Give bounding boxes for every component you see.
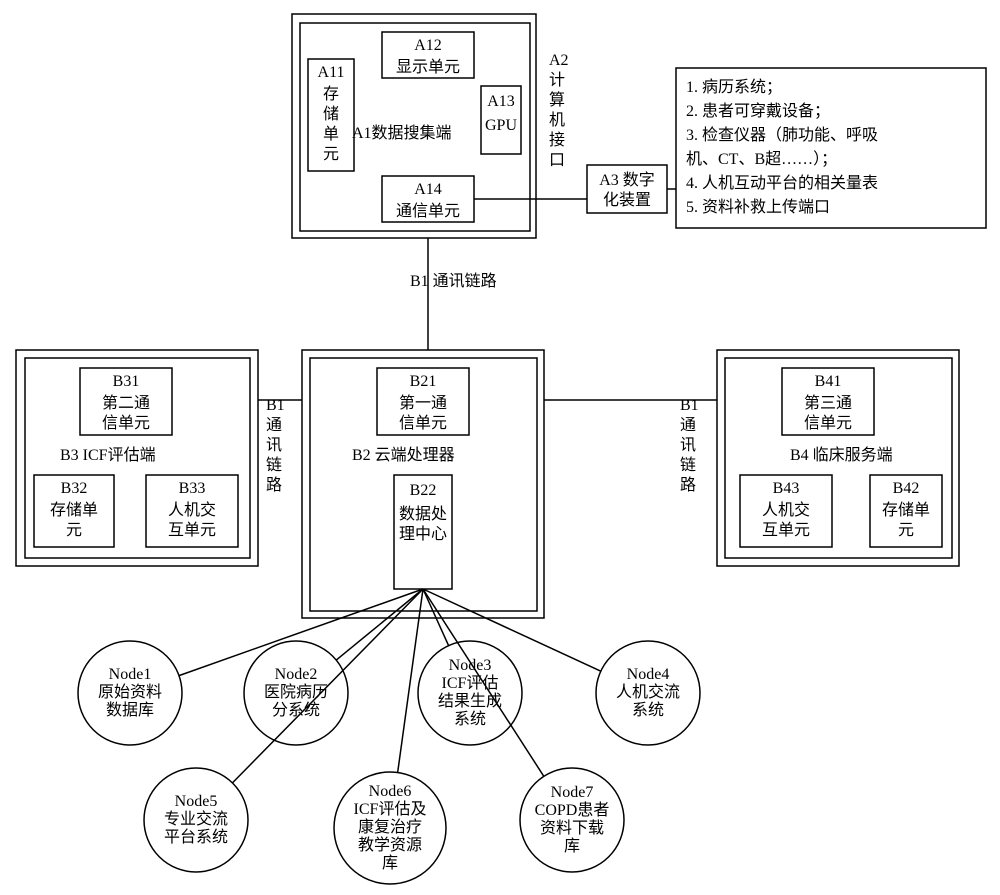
- svg-text:理中心: 理中心: [399, 525, 447, 543]
- svg-text:B22: B22: [410, 482, 437, 499]
- svg-text:B1 通讯链路: B1 通讯链路: [410, 272, 497, 290]
- svg-text:讯: 讯: [680, 436, 696, 454]
- svg-text:Node3: Node3: [449, 657, 492, 674]
- svg-text:ICF评估及: ICF评估及: [354, 800, 427, 818]
- svg-text:口: 口: [549, 152, 565, 169]
- svg-text:A12: A12: [414, 37, 442, 54]
- svg-text:Node2: Node2: [275, 666, 318, 683]
- svg-text:系统: 系统: [632, 701, 664, 719]
- svg-text:信单元: 信单元: [102, 414, 150, 432]
- svg-text:人机交: 人机交: [168, 501, 216, 519]
- svg-text:B43: B43: [773, 480, 800, 497]
- svg-text:存: 存: [323, 85, 339, 103]
- svg-text:GPU: GPU: [485, 117, 517, 134]
- svg-text:链: 链: [680, 456, 696, 474]
- svg-text:系统: 系统: [454, 710, 486, 728]
- svg-text:接: 接: [549, 131, 565, 149]
- svg-text:化装置: 化装置: [603, 191, 651, 209]
- svg-text:原始资料: 原始资料: [98, 683, 162, 701]
- svg-text:ICF评估: ICF评估: [442, 674, 499, 692]
- svg-text:通: 通: [680, 416, 696, 434]
- svg-text:互单元: 互单元: [168, 521, 216, 539]
- svg-text:元: 元: [323, 146, 339, 163]
- svg-text:Node5: Node5: [175, 793, 218, 810]
- svg-text:元: 元: [66, 522, 82, 539]
- svg-text:B2 云端处理器: B2 云端处理器: [352, 446, 455, 464]
- svg-text:Node1: Node1: [109, 666, 152, 683]
- svg-text:Node6: Node6: [369, 783, 412, 800]
- svg-text:库: 库: [382, 854, 398, 872]
- svg-text:A14: A14: [414, 181, 442, 198]
- svg-text:B41: B41: [815, 373, 842, 390]
- svg-text:4. 人机互动平台的相关量表: 4. 人机互动平台的相关量表: [686, 174, 878, 192]
- svg-text:储: 储: [323, 105, 339, 123]
- svg-text:算: 算: [549, 90, 565, 109]
- svg-text:互单元: 互单元: [762, 521, 810, 539]
- svg-text:显示单元: 显示单元: [396, 58, 460, 76]
- svg-text:元: 元: [898, 522, 914, 539]
- svg-text:路: 路: [680, 476, 696, 494]
- svg-text:A1数据搜集端: A1数据搜集端: [352, 124, 452, 142]
- svg-text:库: 库: [564, 837, 580, 855]
- svg-text:机、CT、B超……）；: 机、CT、B超……）；: [686, 150, 837, 168]
- svg-text:B42: B42: [893, 480, 920, 497]
- svg-text:3. 检查仪器（肺功能、呼吸: 3. 检查仪器（肺功能、呼吸: [686, 126, 878, 144]
- system-diagram: A1数据搜集端A11存储单元A12显示单元A13GPUA14通信单元A2计算机接…: [0, 0, 1000, 895]
- svg-text:B21: B21: [410, 373, 437, 390]
- svg-text:单: 单: [323, 125, 339, 143]
- svg-text:结果生成: 结果生成: [438, 692, 502, 710]
- svg-text:B33: B33: [179, 480, 206, 497]
- svg-text:A11: A11: [318, 64, 345, 81]
- svg-text:路: 路: [266, 476, 282, 494]
- svg-text:平台系统: 平台系统: [164, 828, 228, 846]
- svg-text:第二通: 第二通: [102, 394, 150, 412]
- svg-text:通: 通: [266, 416, 282, 434]
- svg-text:B32: B32: [61, 480, 88, 497]
- svg-text:A2: A2: [549, 52, 569, 69]
- svg-text:存储单: 存储单: [882, 501, 930, 519]
- svg-text:B31: B31: [113, 373, 140, 390]
- svg-text:人机交流: 人机交流: [616, 683, 680, 701]
- svg-text:A13: A13: [487, 93, 515, 110]
- svg-text:数据库: 数据库: [106, 701, 154, 719]
- svg-text:教学资源: 教学资源: [358, 836, 422, 854]
- svg-text:计: 计: [549, 71, 565, 89]
- svg-text:Node7: Node7: [551, 784, 594, 801]
- svg-text:B4 临床服务端: B4 临床服务端: [790, 446, 893, 464]
- svg-text:A3 数字: A3 数字: [599, 171, 655, 189]
- svg-text:信单元: 信单元: [804, 414, 852, 432]
- svg-text:通信单元: 通信单元: [396, 202, 460, 220]
- svg-text:讯: 讯: [266, 436, 282, 454]
- svg-text:存储单: 存储单: [50, 501, 98, 519]
- svg-text:数据处: 数据处: [399, 505, 447, 523]
- svg-text:医院病历: 医院病历: [264, 683, 328, 701]
- svg-text:COPD患者: COPD患者: [535, 801, 610, 819]
- svg-text:资料下载: 资料下载: [540, 819, 604, 837]
- svg-text:分系统: 分系统: [272, 701, 320, 719]
- svg-text:5. 资料补救上传端口: 5. 资料补救上传端口: [686, 198, 830, 216]
- svg-text:信单元: 信单元: [399, 414, 447, 432]
- svg-text:Node4: Node4: [627, 666, 670, 683]
- svg-text:第一通: 第一通: [399, 394, 447, 412]
- svg-text:B3 ICF评估端: B3 ICF评估端: [60, 446, 156, 464]
- svg-text:机: 机: [549, 111, 565, 129]
- svg-text:专业交流: 专业交流: [164, 810, 228, 828]
- svg-text:人机交: 人机交: [762, 501, 810, 519]
- svg-text:2. 患者可穿戴设备；: 2. 患者可穿戴设备；: [686, 102, 830, 120]
- svg-text:链: 链: [266, 456, 282, 474]
- svg-text:康复治疗: 康复治疗: [358, 818, 422, 836]
- svg-text:1. 病历系统；: 1. 病历系统；: [686, 78, 782, 96]
- svg-text:第三通: 第三通: [804, 394, 852, 412]
